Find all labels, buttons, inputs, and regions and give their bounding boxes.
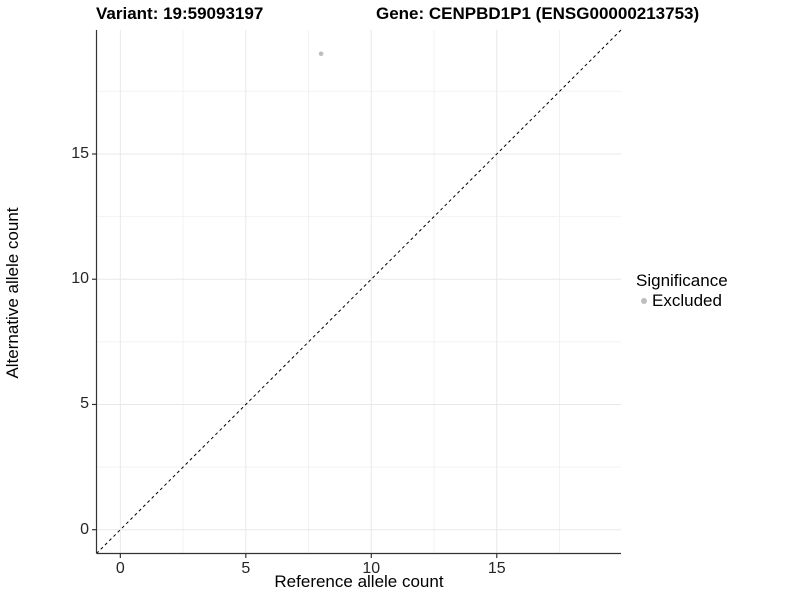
legend-item-label: Excluded bbox=[652, 291, 722, 310]
legend: Significance Excluded bbox=[636, 270, 796, 311]
variant-title: Variant: 19:59093197 bbox=[96, 4, 264, 23]
legend-marker-circle-icon bbox=[641, 298, 647, 304]
x-tick-label: 5 bbox=[241, 559, 251, 577]
y-tick-label: 0 bbox=[80, 520, 89, 538]
y-axis-title: Alternative allele count bbox=[3, 207, 22, 379]
legend-item-excluded: Excluded bbox=[636, 291, 796, 311]
x-tick-label: 15 bbox=[487, 559, 506, 577]
x-tick-label: 0 bbox=[115, 559, 125, 577]
gene-title: Gene: CENPBD1P1 (ENSG00000213753) bbox=[376, 4, 700, 23]
data-point bbox=[318, 51, 324, 57]
x-axis-title: Reference allele count bbox=[274, 572, 444, 591]
legend-title: Significance bbox=[636, 271, 728, 290]
y-tick-label: 15 bbox=[71, 144, 89, 162]
y-tick-label: 5 bbox=[80, 395, 89, 413]
x-tick-label: 10 bbox=[362, 559, 381, 577]
y-tick-label: 10 bbox=[71, 270, 89, 288]
identity-reference-line bbox=[96, 29, 622, 554]
